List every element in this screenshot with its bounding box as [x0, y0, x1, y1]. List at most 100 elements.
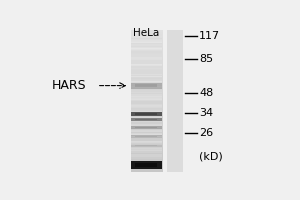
Bar: [135, 163, 157, 167]
Bar: [130, 165, 162, 166]
Bar: [130, 134, 162, 135]
Bar: [130, 64, 162, 65]
Bar: [130, 48, 162, 49]
Bar: [130, 134, 162, 135]
Bar: [130, 74, 162, 75]
Bar: [130, 111, 162, 112]
Bar: [130, 104, 162, 105]
Bar: [130, 146, 162, 148]
Bar: [130, 82, 162, 83]
Bar: [130, 52, 162, 54]
Bar: [130, 154, 162, 155]
Bar: [130, 141, 162, 143]
Bar: [130, 134, 162, 135]
Bar: [130, 148, 162, 149]
Bar: [130, 124, 162, 125]
Bar: [130, 121, 162, 122]
Bar: [130, 127, 162, 128]
Bar: [130, 155, 162, 157]
Bar: [130, 68, 162, 69]
Text: 117: 117: [199, 31, 220, 41]
Bar: [130, 81, 162, 83]
Bar: [130, 162, 162, 164]
Bar: [130, 141, 162, 142]
Bar: [130, 131, 162, 132]
Bar: [130, 40, 162, 41]
Bar: [130, 115, 162, 116]
Bar: [130, 81, 162, 82]
Bar: [130, 143, 162, 144]
Bar: [130, 76, 162, 77]
Bar: [130, 96, 162, 97]
Bar: [130, 76, 162, 77]
Text: 85: 85: [199, 54, 213, 64]
Bar: [130, 89, 162, 90]
Bar: [130, 98, 162, 100]
Bar: [130, 130, 162, 131]
Bar: [130, 150, 162, 151]
Bar: [135, 127, 157, 128]
Bar: [130, 68, 162, 69]
Text: HeLa: HeLa: [133, 28, 159, 38]
Text: HARS: HARS: [52, 79, 86, 92]
Bar: [130, 128, 162, 129]
Bar: [130, 78, 162, 79]
Bar: [130, 47, 162, 49]
Bar: [130, 43, 162, 44]
Bar: [130, 113, 162, 114]
Bar: [130, 162, 162, 163]
Bar: [130, 142, 162, 143]
Bar: [130, 86, 162, 88]
Bar: [135, 145, 157, 146]
Bar: [135, 113, 157, 115]
Bar: [130, 83, 162, 84]
Bar: [130, 136, 162, 138]
Bar: [130, 98, 162, 99]
Bar: [130, 133, 162, 134]
Text: (kD): (kD): [199, 151, 223, 161]
Bar: [130, 125, 162, 126]
Bar: [130, 105, 162, 106]
Bar: [130, 37, 162, 39]
Bar: [130, 46, 162, 47]
Bar: [130, 161, 162, 169]
Bar: [130, 53, 162, 54]
Bar: [130, 126, 162, 127]
Bar: [130, 145, 162, 147]
Bar: [130, 117, 162, 118]
Bar: [130, 135, 162, 138]
Bar: [130, 126, 162, 129]
Bar: [130, 117, 162, 118]
Bar: [130, 47, 162, 48]
Bar: [130, 112, 162, 116]
Bar: [130, 83, 162, 89]
Bar: [130, 51, 162, 52]
Bar: [130, 92, 162, 93]
Text: 26: 26: [199, 128, 213, 138]
Bar: [130, 164, 162, 165]
Bar: [130, 80, 162, 82]
Bar: [130, 65, 162, 66]
Bar: [130, 41, 162, 42]
Bar: [135, 84, 157, 87]
Bar: [130, 103, 162, 104]
Bar: [130, 117, 162, 118]
Bar: [130, 150, 162, 151]
Bar: [130, 166, 162, 167]
Bar: [130, 112, 162, 114]
Bar: [130, 166, 162, 167]
Bar: [130, 86, 162, 88]
Bar: [130, 99, 162, 101]
Bar: [130, 145, 162, 146]
Bar: [130, 103, 162, 104]
Bar: [130, 98, 162, 99]
Bar: [130, 97, 162, 98]
Bar: [130, 57, 162, 58]
Bar: [130, 110, 162, 112]
Bar: [130, 65, 162, 66]
Bar: [130, 94, 162, 96]
Bar: [130, 157, 162, 159]
Bar: [135, 119, 157, 120]
Bar: [130, 109, 162, 110]
Bar: [130, 136, 162, 137]
